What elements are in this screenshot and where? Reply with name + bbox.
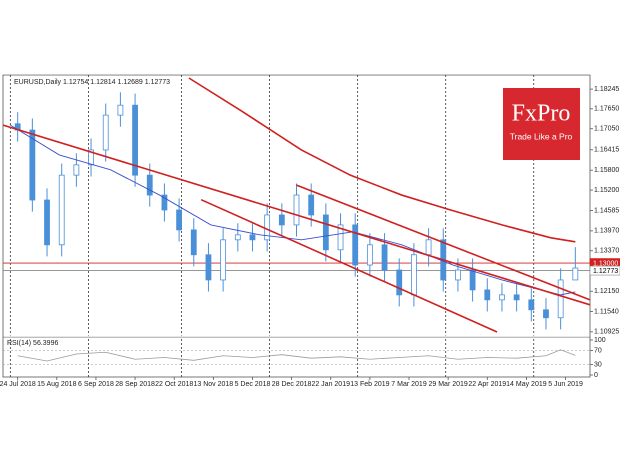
candle-body — [528, 299, 535, 311]
x-tick-label: 24 Jul 2018 — [0, 381, 36, 388]
mask — [0, 0, 620, 75]
x-tick-label: 13 Nov 2018 — [193, 381, 233, 388]
overlay-line — [200, 198, 498, 333]
candle-body — [161, 194, 168, 211]
x-tick-label: 29 Mar 2019 — [428, 381, 467, 388]
candle-body — [205, 254, 212, 281]
y-tick-label: 1.17050 — [594, 126, 619, 133]
candle-body — [513, 294, 520, 301]
y-tick-label: 1.13970 — [594, 228, 619, 235]
chart-title: EURUSD,Daily 1.12754 1.12814 1.12689 1.1… — [14, 79, 170, 86]
x-tick-label: 6 Sep 2018 — [78, 381, 114, 388]
candle-body — [176, 209, 183, 231]
overlay-line — [296, 184, 591, 301]
candle-body — [410, 254, 417, 296]
x-tick-label: 22 Jan 2019 — [311, 381, 350, 388]
rsi-line — [17, 349, 576, 362]
rsi-y-tick-label: 0 — [594, 372, 598, 379]
candle-body — [322, 214, 329, 251]
candle-body — [499, 294, 505, 301]
candle-body — [572, 267, 579, 281]
rsi-y-tick-label: 70 — [594, 347, 602, 354]
logo-title: FxPro — [512, 101, 571, 127]
overlay-line — [188, 77, 576, 243]
y-tick-label: 1.16415 — [594, 147, 619, 154]
candle-body — [278, 214, 285, 226]
candle-body — [102, 114, 109, 151]
candle-body — [190, 229, 197, 256]
x-tick-label: 7 Mar 2019 — [391, 381, 427, 388]
candle-body — [381, 244, 388, 271]
candle-body — [58, 174, 65, 246]
x-tick-label: 5 Dec 2018 — [235, 381, 271, 388]
mask — [3, 335, 590, 337]
y-tick-label: 1.15800 — [594, 167, 619, 174]
logo-subtitle: Trade Like a Pro — [510, 131, 573, 141]
candle-body — [469, 269, 476, 291]
candle-body — [132, 104, 138, 176]
y-tick-label: 1.11540 — [594, 308, 619, 315]
x-tick-label: 22 Apr 2019 — [468, 381, 506, 388]
candle-body — [308, 194, 315, 216]
candle-body — [73, 164, 80, 176]
y-tick-label: 1.15200 — [594, 187, 619, 194]
x-tick-label: 14 May 2019 — [506, 381, 547, 388]
candle-body — [352, 224, 359, 266]
candle-body — [425, 239, 432, 256]
y-tick-label: 1.14585 — [594, 207, 619, 214]
logo-box — [503, 88, 580, 160]
candle-body — [117, 104, 124, 116]
candle-body — [29, 129, 36, 201]
candle-body — [484, 289, 491, 301]
candle-body — [557, 279, 564, 319]
y-tick-label: 1.13370 — [594, 248, 619, 255]
candle-body — [146, 174, 153, 196]
candle-body — [455, 269, 461, 281]
candle-body — [88, 149, 94, 166]
x-tick-label: 28 Dec 2018 — [272, 381, 312, 388]
y-tick-label: 1.18245 — [594, 86, 619, 93]
x-tick-label: 28 Sep 2018 — [115, 381, 155, 388]
price-tag-label: 1.12773 — [593, 268, 618, 275]
candle-body — [249, 234, 256, 241]
price-tag-label: 1.13000 — [593, 260, 618, 267]
price-tag — [589, 265, 620, 276]
y-tick-label: 1.12150 — [594, 288, 619, 295]
candle-body — [44, 199, 50, 246]
candle-body — [396, 269, 403, 296]
candle-body — [293, 194, 300, 226]
x-tick-label: 22 Oct 2018 — [155, 381, 193, 388]
y-tick-label: 1.17650 — [594, 106, 619, 113]
candle-body — [220, 239, 227, 281]
rsi-label: RSI(14) 56.3996 — [7, 340, 58, 347]
candle-body — [234, 234, 241, 241]
y-tick-label: 1.10925 — [594, 329, 619, 336]
overlay-line — [2, 124, 591, 306]
candle-body — [337, 224, 344, 251]
x-tick-label: 15 Aug 2018 — [37, 381, 76, 388]
x-tick-label: 13 Feb 2019 — [350, 381, 389, 388]
x-tick-label: 5 Jun 2019 — [548, 381, 583, 388]
candle-body — [543, 309, 549, 319]
rsi-y-tick-label: 100 — [594, 337, 606, 344]
rsi-y-tick-label: 30 — [594, 361, 602, 368]
candle-body — [366, 244, 373, 266]
